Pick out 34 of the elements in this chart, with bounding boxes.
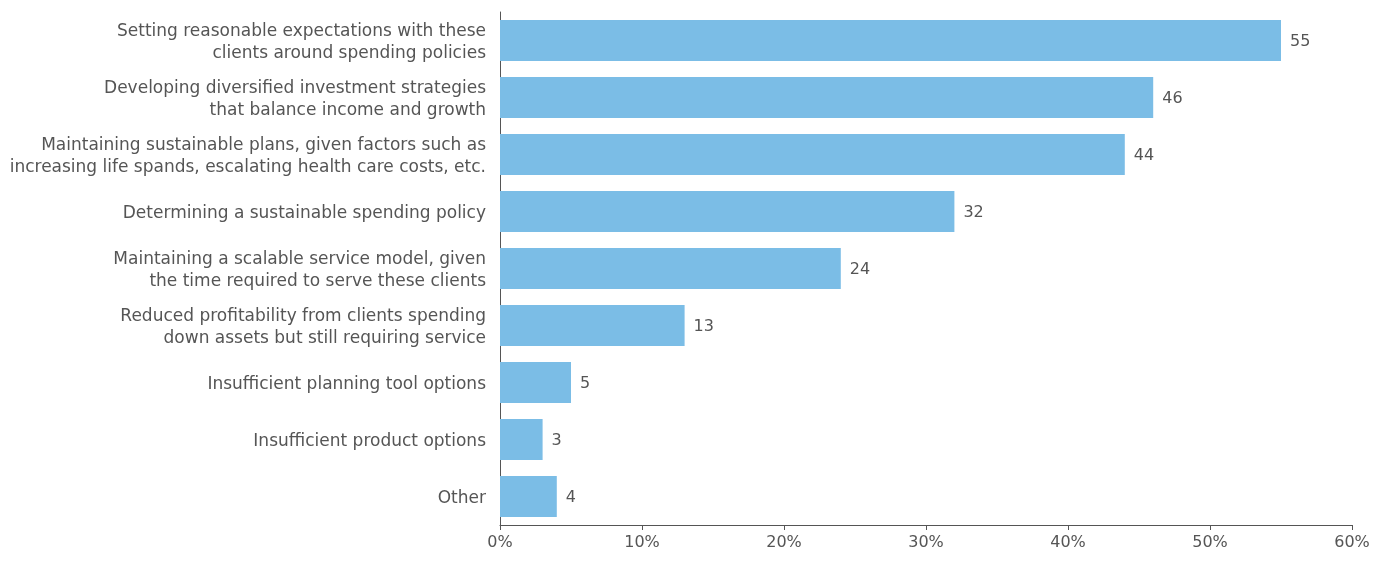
data-label: 5	[580, 373, 591, 392]
data-label: 3	[551, 430, 562, 449]
y-tick-label: Insufficient product options	[253, 429, 487, 450]
y-tick-label: Maintaining a scalable service model, given the time required to serve these clients	[113, 247, 487, 290]
y-tick-label: Other	[437, 486, 486, 507]
data-label: 32	[963, 202, 984, 221]
x-tick-label: 20%	[766, 531, 802, 551]
bar	[500, 418, 543, 461]
bar	[500, 190, 955, 233]
bar	[500, 76, 1154, 119]
bar	[500, 133, 1125, 176]
y-tick-label: Developing diversified investment strategies that balance income and growth	[104, 76, 487, 119]
x-tick-label: 0%	[487, 531, 513, 551]
x-tick-label: 40%	[1050, 531, 1086, 551]
bar	[500, 247, 841, 290]
x-tick-label: 50%	[1192, 531, 1228, 551]
x-tick-label: 10%	[624, 531, 660, 551]
x-tick-label: 60%	[1334, 531, 1370, 551]
bar	[500, 304, 685, 347]
bar	[500, 361, 571, 404]
y-tick-label: Setting reasonable expectations with these clients around spending policies	[116, 19, 487, 62]
data-label: 55	[1290, 31, 1311, 50]
y-tick-label: Insufficient planning tool options	[207, 372, 487, 393]
x-tick-label: 30%	[908, 531, 944, 551]
bar	[500, 19, 1281, 62]
data-label: 24	[849, 259, 871, 278]
data-label: 44	[1133, 145, 1155, 164]
y-tick-label: Reduced profitability from clients spending down assets but still requiring service	[120, 304, 486, 347]
data-label: 4	[565, 487, 576, 506]
y-tick-label: Maintaining sustainable plans, given factors such as increasing life spands, escalating health care costs, etc.	[9, 133, 487, 176]
data-label: 46	[1162, 88, 1183, 107]
bar	[500, 475, 557, 518]
data-label: 13	[693, 316, 714, 335]
y-tick-label: Determining a sustainable spending policy	[122, 201, 486, 222]
